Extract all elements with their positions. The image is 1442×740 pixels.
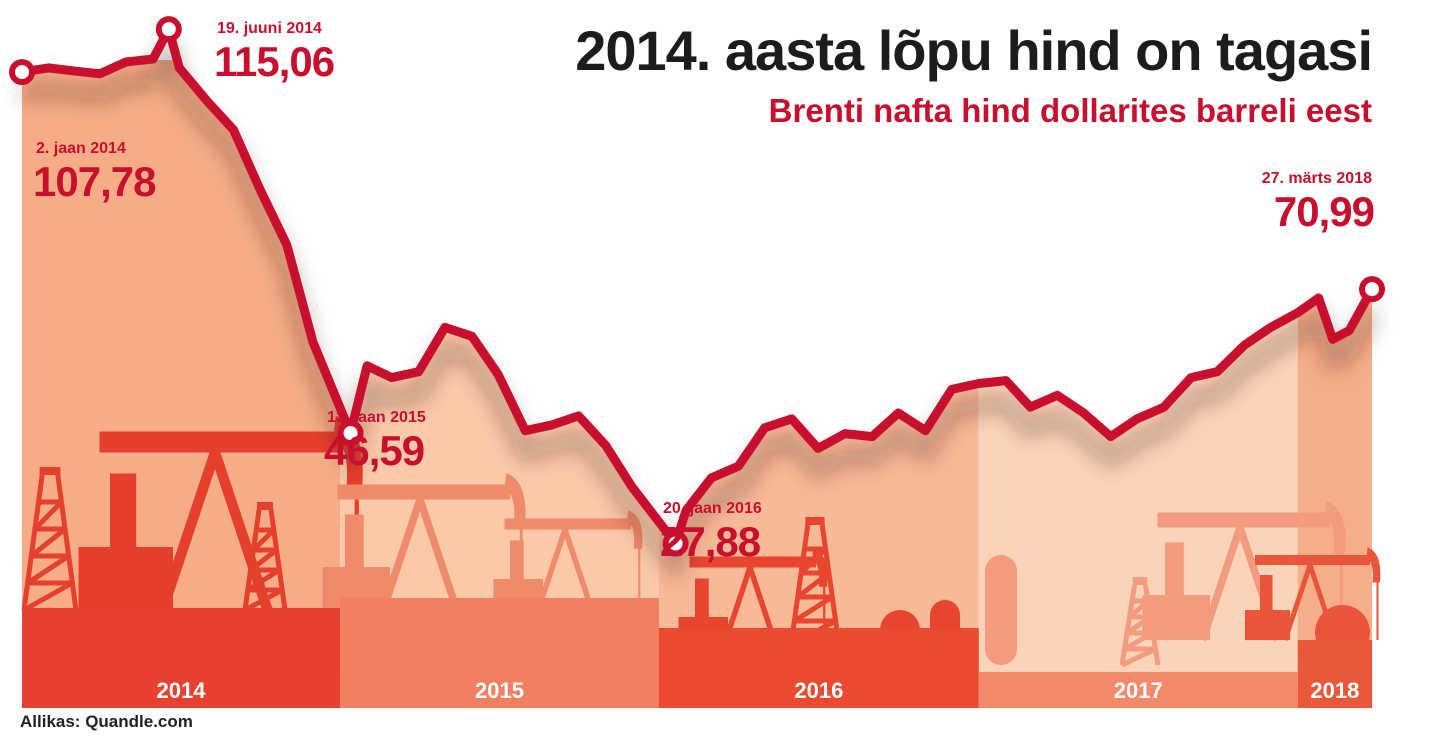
marker-point-3 (662, 530, 689, 557)
marker-point-1 (155, 16, 182, 43)
price-line-layer (17, 24, 1377, 548)
area-above-line (22, 0, 1372, 544)
year-label-2018: 2018 (1310, 678, 1359, 703)
annotation-value-end: 70,99 (1273, 188, 1375, 235)
derrick-icon-2 (242, 502, 288, 613)
marker-point-2 (337, 420, 364, 447)
line-shadow (20, 32, 1379, 581)
year-block-2014 (22, 608, 341, 708)
year-block-2016 (658, 628, 979, 708)
price-line-shadow (20, 32, 1379, 581)
annotation-date-2016-low: 20. jaan 2016 (663, 500, 762, 517)
year-axis-bar: 2014 2015 2016 2017 2018 (22, 598, 1372, 708)
year-label-2016: 2016 (794, 678, 843, 703)
annotation-date-start: 2. jaan 2014 (36, 140, 126, 157)
annotation-date-2015-low: 13. jaan 2015 (327, 409, 426, 426)
derrick-icon-3 (788, 517, 842, 648)
price-line (17, 24, 1377, 548)
annotation-value-start: 107,78 (33, 158, 156, 205)
right-margin (1372, 0, 1442, 740)
derrick-icon-1 (21, 467, 79, 613)
year-label-2014: 2014 (157, 678, 207, 703)
annotation-value-2015-low: 46,59 (324, 427, 425, 474)
annotation-value-2016-low: 27,88 (660, 518, 761, 565)
tank-icon-3 (985, 555, 1017, 665)
marker-point-4 (1359, 276, 1385, 303)
chart-title: 2014. aasta lõpu hind on tagasi (575, 19, 1373, 82)
year-block-2015 (340, 598, 659, 708)
annotation-value-peak: 115,06 (214, 38, 335, 85)
annotation-date-peak: 19. juuni 2014 (217, 20, 322, 37)
annotation-date-end: 27. märts 2018 (1261, 170, 1372, 187)
marker-point-0 (9, 59, 35, 86)
chart-subtitle: Brenti nafta hind dollarites barreli ees… (768, 92, 1372, 129)
derrick-icon-4 (1119, 577, 1161, 668)
source-note: Allikas: Quandle.com (20, 712, 193, 731)
year-label-2015: 2015 (475, 678, 524, 703)
annotation-markers (9, 16, 1385, 557)
year-block-2017 (978, 672, 1298, 708)
year-label-2017: 2017 (1114, 678, 1163, 703)
oil-industry-silhouettes (21, 415, 1381, 668)
year-block-2018 (1297, 640, 1372, 708)
pumpjack-icon-3 (493, 510, 643, 613)
